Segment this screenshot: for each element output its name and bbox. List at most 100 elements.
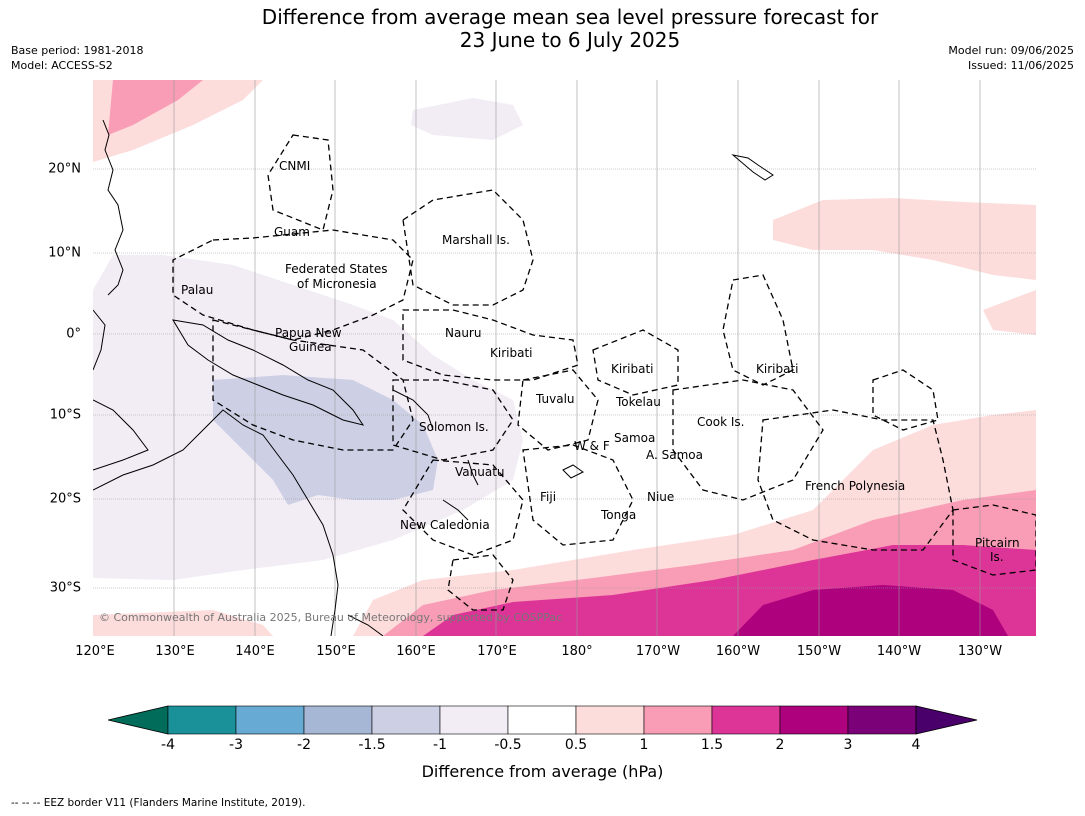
region-labels: CNMI Guam Marshall Is. Federated States … — [99, 159, 1020, 624]
colorbar-segment — [575, 705, 645, 735]
colorbar-segment — [371, 705, 441, 735]
colorbar-segment — [235, 705, 305, 735]
pressure-anomaly-map: CNMI Guam Marshall Is. Federated States … — [93, 80, 1036, 636]
y-tick-20n: 20°N — [48, 161, 81, 177]
eez-nauru-kiribati — [402, 309, 579, 381]
label-french-polynesia: French Polynesia — [805, 479, 905, 493]
label-vanuatu: Vanuatu — [455, 465, 505, 479]
colorbar-tick-label: 4 — [911, 737, 921, 753]
eez-tasman — [447, 554, 514, 611]
label-cnmi: CNMI — [279, 159, 310, 173]
label-samoa: Samoa — [614, 431, 655, 445]
eez-kiribati-east — [722, 274, 794, 386]
label-palau: Palau — [181, 283, 213, 297]
label-png-line-1: Papua New — [275, 326, 342, 340]
eez-pitcairn — [952, 504, 1036, 576]
coastline-new-caledonia — [442, 499, 469, 521]
anomaly-region-neg-moderate — [213, 375, 438, 505]
y-tick-10n: 10°N — [48, 245, 81, 261]
anomaly-region-pos-moderate-northwest — [108, 80, 203, 135]
colorbar-tick-label: -4 — [161, 737, 175, 753]
label-tonga: Tonga — [600, 508, 636, 522]
title-line-1: Difference from average mean sea level p… — [261, 5, 879, 29]
x-tick-140w: 140°W — [876, 644, 922, 659]
y-tick-10s: 10°S — [49, 407, 81, 423]
coastline-solomon — [392, 389, 434, 431]
label-marshall-islands: Marshall Is. — [442, 233, 510, 247]
x-tick-160w: 160°W — [715, 644, 761, 659]
anomaly-region-pos-weak-east — [983, 290, 1036, 335]
eez-footnote: -- -- -- EEZ border V11 (Flanders Marine… — [11, 797, 306, 809]
eez-cook — [672, 379, 824, 501]
base-period: Base period: 1981-2018 — [11, 44, 144, 57]
colorbar-tick-label: 3 — [843, 737, 853, 753]
colorbar-segment — [779, 705, 849, 735]
coastline-new-zealand — [347, 614, 384, 636]
eez-palau-fsm — [172, 229, 414, 341]
label-solomon-islands: Solomon Is. — [419, 420, 489, 434]
x-tick-170e: 170°E — [477, 644, 517, 659]
coastline-borneo — [93, 309, 106, 371]
colorbar-segment — [711, 705, 781, 735]
label-cook-islands: Cook Is. — [697, 415, 744, 429]
colorbar-segment — [303, 705, 373, 735]
eez-png — [212, 319, 414, 451]
eez-fiji-tonga — [522, 444, 634, 546]
coastlines — [93, 119, 774, 636]
label-kiribati-east: Kiribati — [756, 362, 798, 376]
label-kiribati-west: Kiribati — [490, 346, 532, 360]
label-wallis-futuna: W & F — [574, 439, 610, 453]
label-pitcairn-line-1: Pitcairn — [975, 536, 1020, 550]
label-fsm-line-1: Federated States — [285, 262, 387, 276]
colorbar-segment — [847, 705, 917, 735]
x-tick-130w: 130°W — [957, 644, 1003, 659]
eez-tuvalu — [517, 369, 599, 451]
coastline-philippines — [102, 119, 124, 296]
meta-right: Model run: 09/06/2025 Issued: 11/06/2025 — [948, 43, 1074, 73]
colorbar-tick-label: -2 — [297, 737, 311, 753]
x-tick-180: 180° — [561, 644, 593, 659]
colorbar-tick-label: 2 — [775, 737, 785, 753]
label-tuvalu: Tuvalu — [535, 392, 575, 406]
x-tick-120e: 120°E — [75, 644, 115, 659]
eez-marshall — [402, 189, 534, 306]
x-tick-160e: 160°E — [396, 644, 436, 659]
label-pitcairn-line-2: Is. — [990, 550, 1004, 564]
label-niue: Niue — [647, 490, 674, 504]
colorbar-segment — [167, 705, 237, 735]
copyright-notice: © Commonwealth of Australia 2025, Bureau… — [99, 611, 562, 624]
eez-cnmi — [267, 134, 334, 231]
x-tick-150w: 150°W — [796, 644, 842, 659]
colorbar-tick-label: 0.5 — [564, 737, 588, 753]
colorbar-tick-label: -3 — [229, 737, 243, 753]
x-tick-140e: 140°E — [235, 644, 275, 659]
model-run: Model run: 09/06/2025 — [948, 44, 1074, 57]
colorbar-tick-label: 1 — [639, 737, 649, 753]
title-line-2: 23 June to 6 July 2025 — [459, 28, 681, 52]
colorbar-over-triangle — [915, 705, 978, 735]
label-png-line-2: Guinea — [289, 340, 332, 354]
x-tick-150e: 150°E — [316, 644, 356, 659]
label-american-samoa: A. Samoa — [646, 448, 703, 462]
eez-kiribati-central — [592, 329, 679, 396]
anomaly-region-pos-weak-northeast — [773, 198, 1036, 280]
label-tokelau: Tokelau — [615, 395, 661, 409]
coastline-australia — [93, 409, 339, 636]
anomaly-shading — [93, 80, 1036, 636]
coastline-vanuatu — [467, 459, 479, 486]
y-tick-20s: 20°S — [49, 491, 81, 507]
issued-date: Issued: 11/06/2025 — [967, 59, 1074, 72]
colorbar-title: Difference from average (hPa) — [421, 762, 664, 781]
colorbar-segment — [643, 705, 713, 735]
eez-borders — [172, 134, 1036, 611]
x-tick-130e: 130°E — [155, 644, 195, 659]
y-tick-30s: 30°S — [49, 580, 81, 596]
coastline-fiji — [562, 464, 584, 479]
colorbar-tick-label: -1 — [433, 737, 447, 753]
label-new-caledonia: New Caledonia — [400, 518, 490, 532]
colorbar-segment — [439, 705, 509, 735]
anomaly-region-pos-weak-southwest — [93, 610, 273, 636]
chart-title: Difference from average mean sea level p… — [0, 6, 1085, 52]
label-guam: Guam — [274, 225, 310, 239]
meta-left: Base period: 1981-2018 Model: ACCESS-S2 — [11, 43, 143, 73]
